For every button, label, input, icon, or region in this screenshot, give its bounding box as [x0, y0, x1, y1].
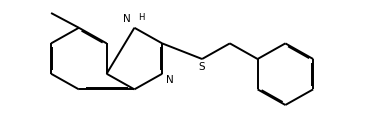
Text: S: S	[199, 62, 205, 72]
Text: N: N	[123, 14, 131, 24]
Text: H: H	[138, 13, 144, 22]
Text: N: N	[167, 76, 174, 85]
